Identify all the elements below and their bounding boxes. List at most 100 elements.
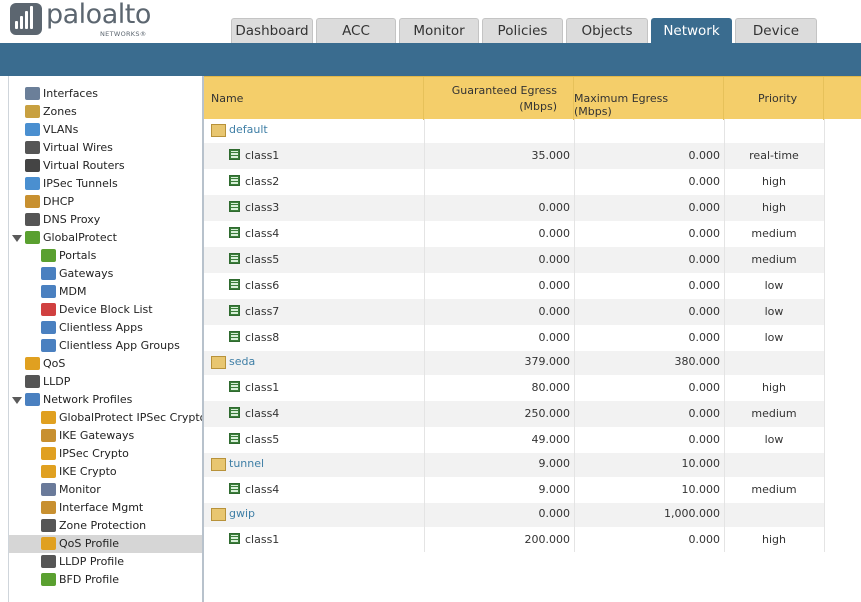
table-header: Name Guaranteed Egress (Mbps) Maximum Eg… [204,76,861,120]
qos-class-icon [229,305,240,316]
maximum-egress-cell: 0.000 [688,433,721,446]
class-name: class1 [245,381,280,394]
maximum-egress-cell: 10.000 [681,457,721,470]
sidebar-item-label: Zones [43,105,77,118]
column-divider [824,119,825,552]
class-row[interactable]: class4 0.000 0.000 medium [204,221,825,247]
sidebar-item-label: Portals [59,249,97,262]
qos-class-icon [229,227,240,238]
column-header-priority[interactable]: Priority [724,77,824,120]
name-cell: class4 [204,401,424,427]
tab-dashboard[interactable]: Dashboard [231,18,313,43]
maximum-egress-cell: 10.000 [681,483,721,496]
group-name-link[interactable]: tunnel [229,457,265,470]
maximum-egress-cell: 0.000 [688,253,721,266]
interface-mgmt-icon [41,501,56,514]
name-cell: class3 [204,195,424,221]
tab-acc[interactable]: ACC [316,18,396,43]
sidebar-item-label: Virtual Routers [43,159,125,172]
guaranteed-egress-cell: 0.000 [538,279,571,292]
lock-icon [41,447,56,460]
priority-cell: high [762,533,786,546]
priority-cell: low [764,331,784,344]
sidebar-item-qos-profile[interactable]: QoS Profile [9,535,203,553]
class-row[interactable]: class4 9.000 10.000 medium [204,477,825,503]
tab-device[interactable]: Device [735,18,817,43]
class-row[interactable]: class1 80.000 0.000 high [204,375,825,401]
priority-cell: high [762,175,786,188]
class-name: class4 [245,483,280,496]
class-row[interactable]: class3 0.000 0.000 high [204,195,825,221]
name-cell: class5 [204,427,424,453]
sidebar-item-label: Zone Protection [59,519,147,532]
sidebar-item-label: BFD Profile [59,573,120,586]
sidebar-item-label: Interface Mgmt [59,501,144,514]
qos-profile-table: Name Guaranteed Egress (Mbps) Maximum Eg… [204,76,861,602]
name-cell: class1 [204,143,424,169]
column-header-guaranteed-egress[interactable]: Guaranteed Egress (Mbps) [424,77,574,120]
guaranteed-egress-cell: 0.000 [538,227,571,240]
qos-class-icon [229,433,240,444]
ike-gateways-icon [41,429,56,442]
guaranteed-egress-cell: 250.000 [524,407,571,420]
name-cell: class7 [204,299,424,325]
column-divider [724,119,725,552]
guaranteed-egress-cell: 80.000 [531,381,571,394]
tab-content-bar [0,43,861,76]
tab-network[interactable]: Network [651,18,732,43]
monitor-icon [41,483,56,496]
class-name: class4 [245,227,280,240]
column-header-name[interactable]: Name [204,77,424,120]
class-row[interactable]: class1 200.000 0.000 high [204,527,825,553]
vlans-icon [25,123,40,136]
class-row[interactable]: class8 0.000 0.000 low [204,325,825,351]
mdm-icon [41,285,56,298]
column-header-guaranteed-line1: Guaranteed Egress [451,84,557,97]
group-name-link[interactable]: gwip [229,507,256,520]
group-row[interactable]: seda 379.000 380.000 [204,351,825,375]
qos-group-icon [211,508,226,521]
tab-monitor[interactable]: Monitor [399,18,479,43]
class-row[interactable]: class5 49.000 0.000 low [204,427,825,453]
column-header-maximum-egress[interactable]: Maximum Egress (Mbps) [574,77,724,120]
class-row[interactable]: class2 0.000 high [204,169,825,195]
clientless-apps-icon [41,321,56,334]
expand-toggle-icon[interactable] [12,235,22,242]
guaranteed-egress-cell: 0.000 [538,305,571,318]
sidebar-item-label: QoS [43,357,66,370]
class-name: class8 [245,331,280,344]
maximum-egress-cell: 0.000 [688,149,721,162]
group-name-link[interactable]: seda [229,355,256,368]
group-row[interactable]: default [204,119,825,143]
sidebar-item-label: Interfaces [43,87,98,100]
group-row[interactable]: tunnel 9.000 10.000 [204,453,825,477]
class-name: class4 [245,407,280,420]
sidebar-item-label: LLDP Profile [59,555,125,568]
portals-icon [41,249,56,262]
group-row[interactable]: gwip 0.000 1,000.000 [204,503,825,527]
priority-cell [724,453,824,479]
class-row[interactable]: class5 0.000 0.000 medium [204,247,825,273]
class-row[interactable]: class4 250.000 0.000 medium [204,401,825,427]
guaranteed-egress-cell: 0.000 [538,331,571,344]
sidebar-item-label: Device Block List [59,303,153,316]
sidebar-item-label: GlobalProtect IPSec Crypto [59,411,207,424]
brand-name: paloalto [46,0,151,30]
group-name-link[interactable]: default [229,123,268,136]
priority-cell: high [762,381,786,394]
tab-objects[interactable]: Objects [566,18,648,43]
virtual-routers-icon [25,159,40,172]
tab-policies[interactable]: Policies [482,18,563,43]
sidebar-item-label: Clientless Apps [59,321,143,334]
expand-toggle-icon[interactable] [12,397,22,404]
sidebar-splitter[interactable] [202,76,204,602]
class-row[interactable]: class6 0.000 0.000 low [204,273,825,299]
qos-class-icon [229,381,240,392]
priority-cell: high [762,201,786,214]
device-block-list-icon [41,303,56,316]
class-row[interactable]: class7 0.000 0.000 low [204,299,825,325]
class-row[interactable]: class1 35.000 0.000 real-time [204,143,825,169]
qos-class-icon [229,201,240,212]
interfaces-icon [25,87,40,100]
guaranteed-egress-cell: 9.000 [538,457,571,470]
